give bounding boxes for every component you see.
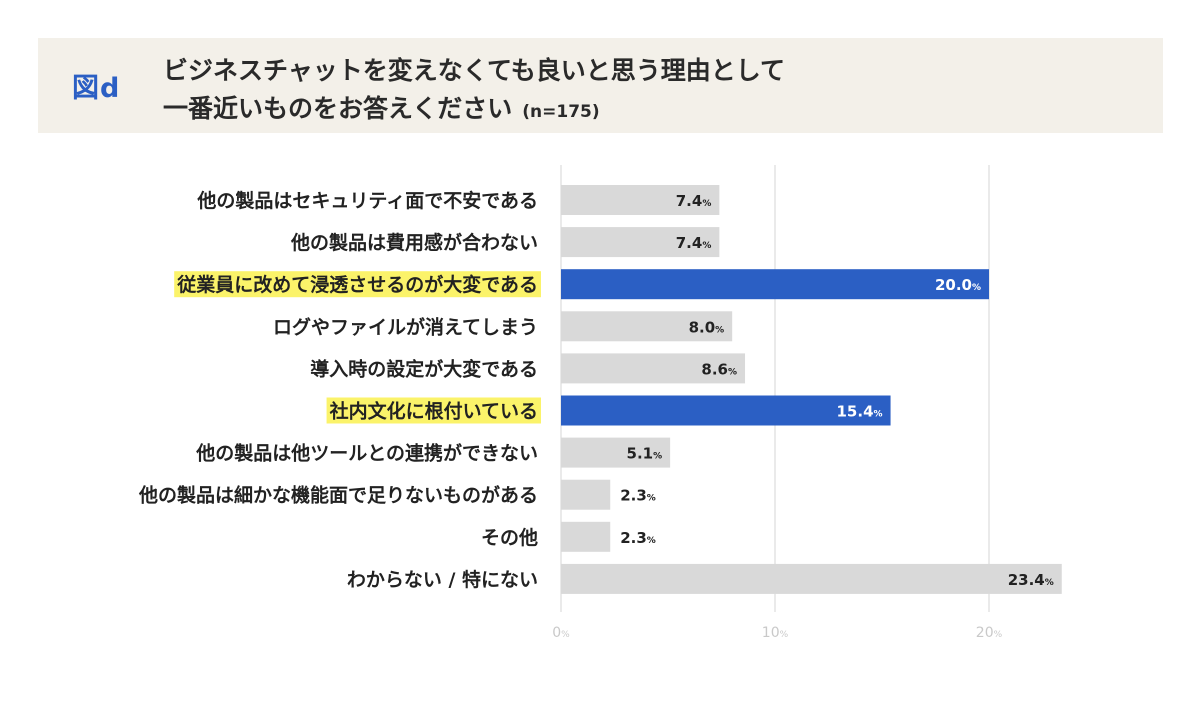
data-label: 8.6% xyxy=(701,360,737,378)
bar xyxy=(561,395,891,426)
category-label: 導入時の設定が大変である xyxy=(310,357,538,380)
data-label: 7.4% xyxy=(676,234,712,252)
chart-title-line-2-text: 一番近いものをお答えください xyxy=(163,94,513,123)
chart-title-line-2: 一番近いものをお答えください (n=175) xyxy=(163,89,600,125)
bar xyxy=(561,185,720,215)
x-tick-label: 0% xyxy=(552,625,570,641)
category-label: わからない / 特にない xyxy=(347,569,538,591)
bar xyxy=(561,479,611,510)
data-label: 7.4% xyxy=(676,192,712,210)
data-label: 8.0% xyxy=(689,318,725,336)
bar xyxy=(561,353,746,384)
category-highlight xyxy=(174,271,541,298)
category-label: その他 xyxy=(481,526,538,549)
category-label: 他の製品は費用感が合わない xyxy=(290,231,538,254)
bar xyxy=(561,269,989,300)
x-tick-label: 20% xyxy=(976,625,1003,641)
bar xyxy=(561,563,1062,594)
x-tick-label: 10% xyxy=(762,625,789,641)
sample-size: (n=175) xyxy=(522,102,600,122)
title-banner xyxy=(38,38,1163,133)
category-label: 他の製品は他ツールとの連携ができない xyxy=(195,442,538,465)
chart-title-line-1: ビジネスチャットを変えなくても良いと思う理由として xyxy=(163,56,786,85)
data-label: 15.4% xyxy=(837,403,883,421)
data-label: 5.1% xyxy=(627,445,663,463)
bar xyxy=(561,521,611,552)
category-label: 従業員に改めて浸透させるのが大変である xyxy=(176,273,538,296)
category-highlight xyxy=(326,397,541,424)
bar xyxy=(561,227,720,258)
category-label: ログやファイルが消えてしまう xyxy=(273,315,538,338)
data-label: 23.4% xyxy=(1008,571,1054,589)
category-label: 他の製品はセキュリティ面で不安である xyxy=(196,189,538,212)
figure-label: 図d xyxy=(72,73,121,104)
data-label: 2.3% xyxy=(620,529,656,547)
data-label: 2.3% xyxy=(620,487,656,505)
data-label: 20.0% xyxy=(935,276,981,294)
category-label: 社内文化に根付いている xyxy=(329,400,538,423)
bar xyxy=(561,437,671,468)
category-label: 他の製品は細かな機能面で足りないものがある xyxy=(138,484,538,507)
bar xyxy=(561,311,733,342)
